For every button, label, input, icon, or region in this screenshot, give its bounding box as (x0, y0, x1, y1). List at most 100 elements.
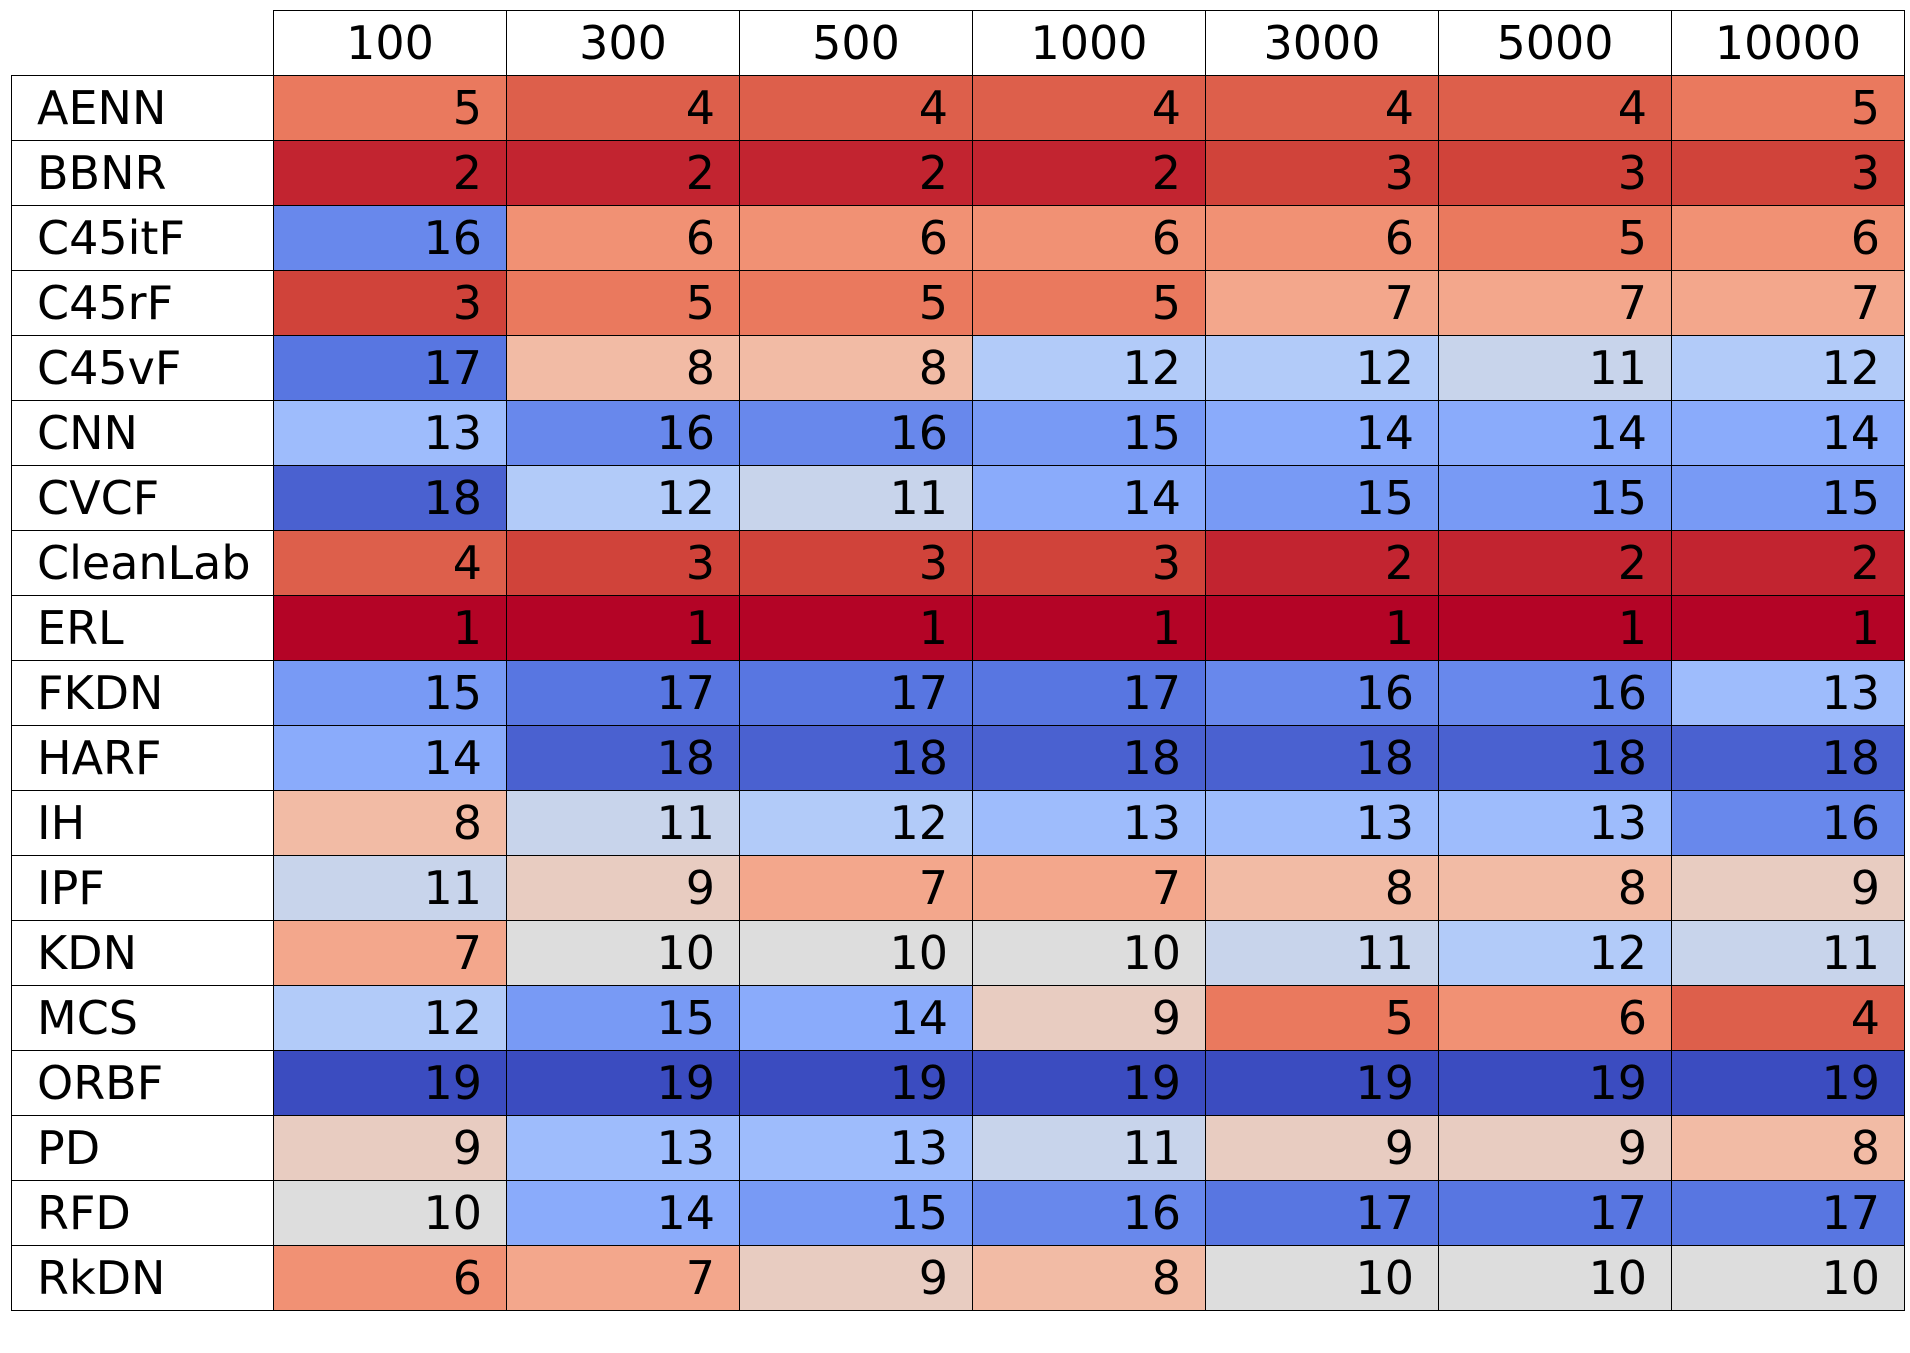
heatmap-cell: 16 (739, 400, 973, 466)
heatmap-cell: 6 (1205, 205, 1439, 271)
heatmap-cell: 15 (506, 985, 740, 1051)
heatmap-cell: 16 (273, 205, 507, 271)
row-header-pd: PD (11, 1115, 274, 1181)
heatmap-cell: 9 (739, 1245, 973, 1311)
heatmap-cell: 5 (972, 270, 1206, 336)
table-body: AENN 5 4 4 4 4 4 5 BBNR 2 2 2 2 3 3 3 C45itF 16 6 6 6 6 5 6 C45r… (11, 75, 1905, 1311)
heatmap-cell: 15 (273, 660, 507, 726)
heatmap-cell: 15 (739, 1180, 973, 1246)
column-header-300: 300 (506, 10, 740, 76)
heatmap-cell: 3 (1205, 140, 1439, 206)
row-header-orbf: ORBF (11, 1050, 274, 1116)
column-header-3000: 3000 (1205, 10, 1439, 76)
heatmap-cell: 15 (1205, 465, 1439, 531)
heatmap-cell: 18 (972, 725, 1206, 791)
heatmap-cell: 11 (739, 465, 973, 531)
heatmap-cell: 19 (273, 1050, 507, 1116)
heatmap-cell: 8 (273, 790, 507, 856)
heatmap-cell: 4 (972, 75, 1206, 141)
heatmap-cell: 6 (1671, 205, 1905, 271)
heatmap-cell: 12 (1671, 335, 1905, 401)
heatmap-cell: 7 (739, 855, 973, 921)
heatmap-cell: 19 (1438, 1050, 1672, 1116)
heatmap-cell: 6 (273, 1245, 507, 1311)
column-header-100: 100 (273, 10, 507, 76)
column-header-10000: 10000 (1671, 10, 1905, 76)
table-row: RkDN 6 7 9 8 10 10 10 (11, 1245, 1905, 1311)
heatmap-cell: 3 (506, 530, 740, 596)
heatmap-cell: 7 (506, 1245, 740, 1311)
heatmap-cell: 14 (273, 725, 507, 791)
heatmap-cell: 6 (506, 205, 740, 271)
table-row: HARF 14 18 18 18 18 18 18 (11, 725, 1905, 791)
row-header-cleanlab: CleanLab (11, 530, 274, 596)
heatmap-cell: 8 (1438, 855, 1672, 921)
table-row: C45itF 16 6 6 6 6 5 6 (11, 205, 1905, 271)
row-header-mcs: MCS (11, 985, 274, 1051)
heatmap-cell: 3 (972, 530, 1206, 596)
heatmap-cell: 18 (506, 725, 740, 791)
heatmap-cell: 13 (1671, 660, 1905, 726)
heatmap-cell: 14 (1671, 400, 1905, 466)
row-header-fkdn: FKDN (11, 660, 274, 726)
heatmap-cell: 2 (739, 140, 973, 206)
row-header-rfd: RFD (11, 1180, 274, 1246)
table-row: FKDN 15 17 17 17 16 16 13 (11, 660, 1905, 726)
heatmap-cell: 8 (972, 1245, 1206, 1311)
heatmap-cell: 17 (1438, 1180, 1672, 1246)
heatmap-cell: 1 (972, 595, 1206, 661)
heatmap-cell: 18 (739, 725, 973, 791)
row-header-harf: HARF (11, 725, 274, 791)
heatmap-cell: 1 (1671, 595, 1905, 661)
heatmap-cell: 10 (273, 1180, 507, 1246)
heatmap-cell: 18 (1438, 725, 1672, 791)
heatmap-cell: 10 (1671, 1245, 1905, 1311)
row-header-c45rf: C45rF (11, 270, 274, 336)
heatmap-cell: 1 (273, 595, 507, 661)
heatmap-cell: 14 (1438, 400, 1672, 466)
heatmap-cell: 2 (972, 140, 1206, 206)
corner-cell (11, 10, 274, 76)
column-header-row: 100 300 500 1000 3000 5000 10000 (11, 10, 1905, 76)
heatmap-cell: 1 (1205, 595, 1439, 661)
heatmap-cell: 16 (1671, 790, 1905, 856)
heatmap-cell: 2 (1205, 530, 1439, 596)
table-row: CVCF 18 12 11 14 15 15 15 (11, 465, 1905, 531)
table-row: PD 9 13 13 11 9 9 8 (11, 1115, 1905, 1181)
row-header-ih: IH (11, 790, 274, 856)
heatmap-cell: 16 (1438, 660, 1672, 726)
heatmap-cell: 9 (1205, 1115, 1439, 1181)
heatmap-cell: 17 (739, 660, 973, 726)
heatmap-cell: 9 (273, 1115, 507, 1181)
row-header-erl: ERL (11, 595, 274, 661)
heatmap-cell: 12 (506, 465, 740, 531)
heatmap-cell: 4 (1671, 985, 1905, 1051)
table-row: ERL 1 1 1 1 1 1 1 (11, 595, 1905, 661)
heatmap-cell: 14 (1205, 400, 1439, 466)
table-row: C45rF 3 5 5 5 7 7 7 (11, 270, 1905, 336)
table-row: IPF 11 9 7 7 8 8 9 (11, 855, 1905, 921)
heatmap-cell: 7 (1671, 270, 1905, 336)
heatmap-cell: 18 (1205, 725, 1439, 791)
heatmap-cell: 11 (972, 1115, 1206, 1181)
row-header-c45vf: C45vF (11, 335, 274, 401)
table-row: RFD 10 14 15 16 17 17 17 (11, 1180, 1905, 1246)
heatmap-cell: 2 (506, 140, 740, 206)
heatmap-cell: 17 (1205, 1180, 1439, 1246)
heatmap-table: 100 300 500 1000 3000 5000 10000 AENN 5 4 4 4 4 4 5 BB… (11, 10, 1905, 1311)
table-row: CNN 13 16 16 15 14 14 14 (11, 400, 1905, 466)
heatmap-cell: 10 (739, 920, 973, 986)
heatmap-cell: 4 (1438, 75, 1672, 141)
heatmap-cell: 1 (1438, 595, 1672, 661)
heatmap-cell: 5 (273, 75, 507, 141)
heatmap-cell: 14 (972, 465, 1206, 531)
heatmap-cell: 4 (506, 75, 740, 141)
table-row: KDN 7 10 10 10 11 12 11 (11, 920, 1905, 986)
heatmap-cell: 1 (506, 595, 740, 661)
heatmap-cell: 10 (506, 920, 740, 986)
row-header-kdn: KDN (11, 920, 274, 986)
heatmap-cell: 10 (972, 920, 1206, 986)
heatmap-cell: 16 (1205, 660, 1439, 726)
heatmap-cell: 17 (506, 660, 740, 726)
heatmap-cell: 2 (273, 140, 507, 206)
